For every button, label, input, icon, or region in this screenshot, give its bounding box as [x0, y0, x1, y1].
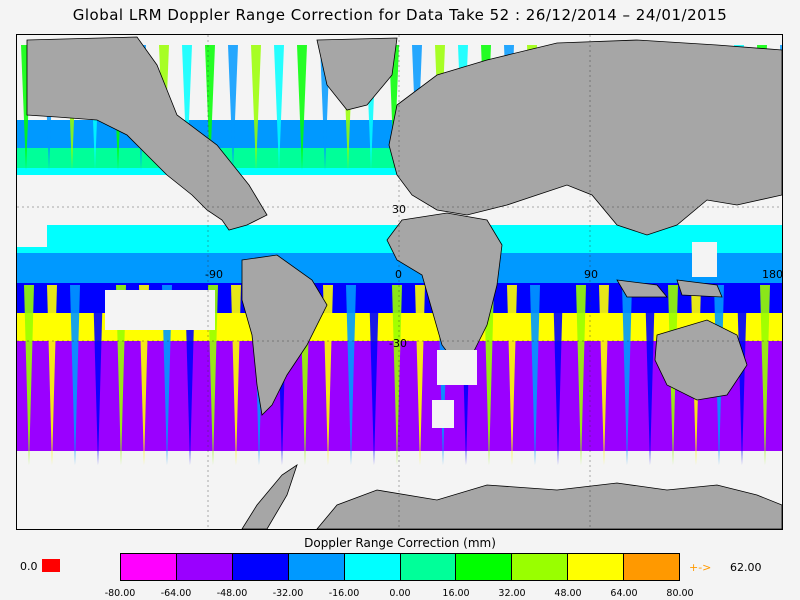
- colorbar-tick-label: 48.00: [554, 588, 582, 599]
- lon-label-0: 0: [395, 268, 402, 281]
- orbit-streak: [599, 285, 609, 465]
- orbit-streak: [47, 285, 57, 465]
- lat-label-30n: 30: [392, 203, 406, 216]
- colorbar-tick-label: -80.00: [104, 588, 136, 599]
- orbit-streak: [297, 45, 307, 170]
- orbit-streak: [530, 285, 540, 465]
- orbit-streak: [346, 285, 356, 465]
- graticule: [17, 35, 782, 529]
- orbit-streak: [645, 285, 655, 465]
- below-range-swatch: [42, 559, 60, 572]
- colorbar-swatch: [121, 554, 177, 580]
- colorbar-swatch: [232, 554, 289, 580]
- lon-label-180: 180: [762, 268, 782, 281]
- world-map: 30 -90 0 90 180 -30: [16, 34, 783, 530]
- orbit-streak: [507, 285, 517, 465]
- land-masses: [26, 36, 782, 529]
- map-canvas: 30 -90 0 90 180 -30: [17, 35, 782, 529]
- colorbar-tick-label: -16.00: [328, 588, 360, 599]
- no-data-patches: [17, 225, 717, 428]
- orbit-streak: [251, 45, 261, 170]
- orbit-streak: [24, 285, 34, 465]
- colorbar-tick-label: -32.00: [272, 588, 304, 599]
- orbit-streak: [323, 285, 333, 465]
- colorbar-tick-label: 0.00: [389, 588, 411, 599]
- colorbar-tick-label: -48.00: [216, 588, 248, 599]
- orbit-streak: [392, 285, 402, 465]
- lon-label-90e: 90: [584, 268, 598, 281]
- orbit-streak: [231, 285, 241, 465]
- orbit-streak: [553, 285, 563, 465]
- orbit-streak: [484, 285, 494, 465]
- colorbar-tick-label: 64.00: [610, 588, 638, 599]
- orbit-streak: [576, 285, 586, 465]
- colorbar-swatch: [512, 554, 569, 580]
- lon-label-90w: -90: [205, 268, 223, 281]
- above-range-arrow: +->: [689, 561, 712, 574]
- colorbar-tick-label: 32.00: [498, 588, 526, 599]
- legend-title: Doppler Range Correction (mm): [304, 536, 496, 550]
- orbit-streak: [228, 45, 238, 170]
- colorbar-ticks: -80.00 -64.00 -48.00 -32.00 -16.00 0.00 16.00 3…: [100, 588, 700, 600]
- orbit-streak: [70, 285, 80, 465]
- colorbar-tick-label: -64.00: [160, 588, 192, 599]
- orbit-streak: [274, 45, 284, 170]
- colorbar-swatch: [568, 554, 625, 580]
- orbit-streak: [415, 285, 425, 465]
- below-range-value: 0.0: [20, 560, 38, 573]
- orbit-streak: [760, 285, 770, 465]
- colorbar-swatch: [344, 554, 401, 580]
- lat-label-30s: -30: [389, 337, 407, 350]
- orbit-streak: [182, 45, 192, 170]
- orbit-streak: [205, 45, 215, 170]
- colorbar-swatch: [176, 554, 233, 580]
- colorbar-swatch: [288, 554, 345, 580]
- map-title: Global LRM Doppler Range Correction for …: [72, 6, 728, 24]
- orbit-streak: [389, 45, 399, 170]
- colorbar: [120, 553, 680, 581]
- colorbar-swatch: [400, 554, 457, 580]
- orbit-streak: [369, 285, 379, 465]
- orbit-streak: [622, 285, 632, 465]
- orbit-streak: [93, 285, 103, 465]
- colorbar-swatch: [456, 554, 513, 580]
- colorbar-tick-label: 80.00: [666, 588, 694, 599]
- above-range-value: 62.00: [730, 561, 762, 574]
- colorbar-swatch: [624, 554, 680, 580]
- colorbar-tick-label: 16.00: [442, 588, 470, 599]
- orbit-streak: [737, 285, 747, 465]
